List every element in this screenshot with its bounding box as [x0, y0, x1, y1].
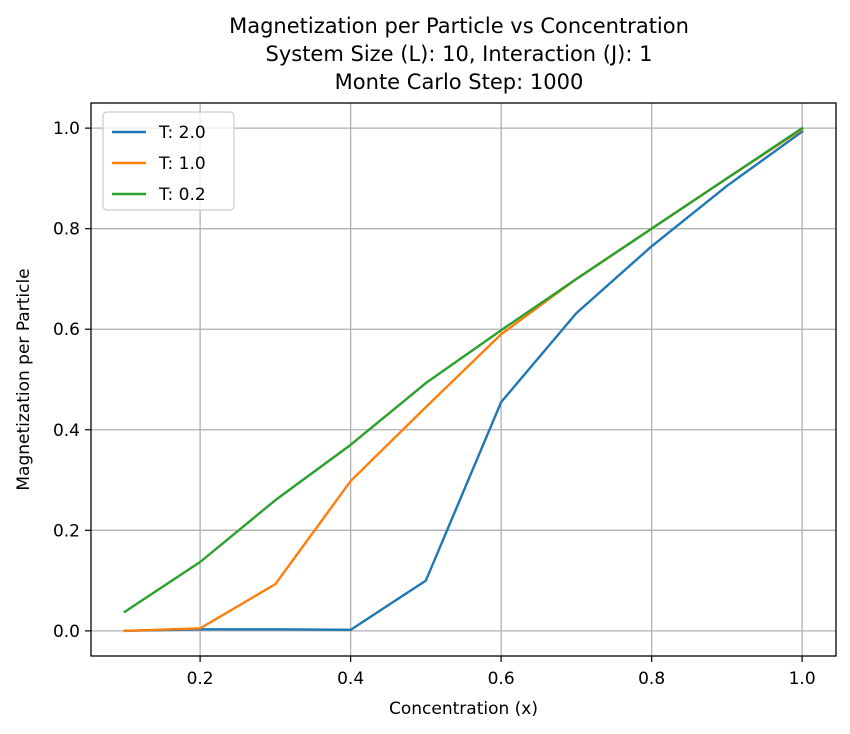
legend-entry: T: 1.0 — [158, 154, 206, 174]
plot-frame — [90, 102, 837, 657]
y-tick-label: 0.0 — [53, 622, 80, 642]
grid — [91, 103, 836, 656]
y-tick-label: 0.4 — [53, 421, 80, 441]
chart-title-line-3: Monte Carlo Step: 1000 — [335, 70, 584, 94]
y-axis-label: Magnetization per Particle — [14, 268, 34, 490]
legend: T: 2.0 T: 1.0 T: 0.2 — [102, 111, 235, 211]
series-lines — [123, 126, 804, 633]
x-axis-label: Concentration (x) — [389, 699, 538, 719]
axis-ticks: 0.2 0.4 0.6 0.8 1.0 0.0 0.2 0.4 0.6 0.8 1.0 — [53, 119, 816, 689]
y-tick-label: 0.2 — [53, 521, 80, 541]
x-tick-label: 0.8 — [638, 669, 665, 689]
legend-box — [102, 111, 235, 211]
series-line-3 — [123, 126, 804, 614]
legend-entry: T: 0.2 — [158, 185, 206, 205]
x-tick-label: 1.0 — [789, 669, 816, 689]
x-tick-label: 0.2 — [187, 669, 214, 689]
y-tick-label: 0.8 — [53, 220, 80, 240]
chart-title-line-2: System Size (L): 10, Interaction (J): 1 — [266, 42, 653, 66]
x-tick-label: 0.4 — [337, 669, 364, 689]
y-tick-label: 1.0 — [53, 119, 80, 139]
x-tick-label: 0.6 — [488, 669, 515, 689]
y-tick-label: 0.6 — [53, 320, 80, 340]
legend-entry: T: 2.0 — [158, 123, 206, 143]
chart-title-line-1: Magnetization per Particle vs Concentrat… — [229, 14, 689, 38]
series-line-1 — [123, 129, 804, 633]
